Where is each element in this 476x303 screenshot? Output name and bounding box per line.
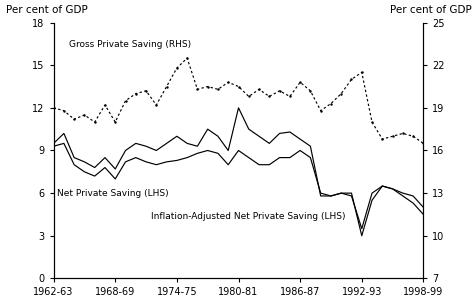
- Text: Per cent of GDP: Per cent of GDP: [6, 5, 87, 15]
- Text: Gross Private Saving (RHS): Gross Private Saving (RHS): [69, 40, 191, 49]
- Text: Inflation-Adjusted Net Private Saving (LHS): Inflation-Adjusted Net Private Saving (L…: [151, 212, 345, 221]
- Text: Net Private Saving (LHS): Net Private Saving (LHS): [57, 189, 168, 198]
- Text: Per cent of GDP: Per cent of GDP: [389, 5, 470, 15]
